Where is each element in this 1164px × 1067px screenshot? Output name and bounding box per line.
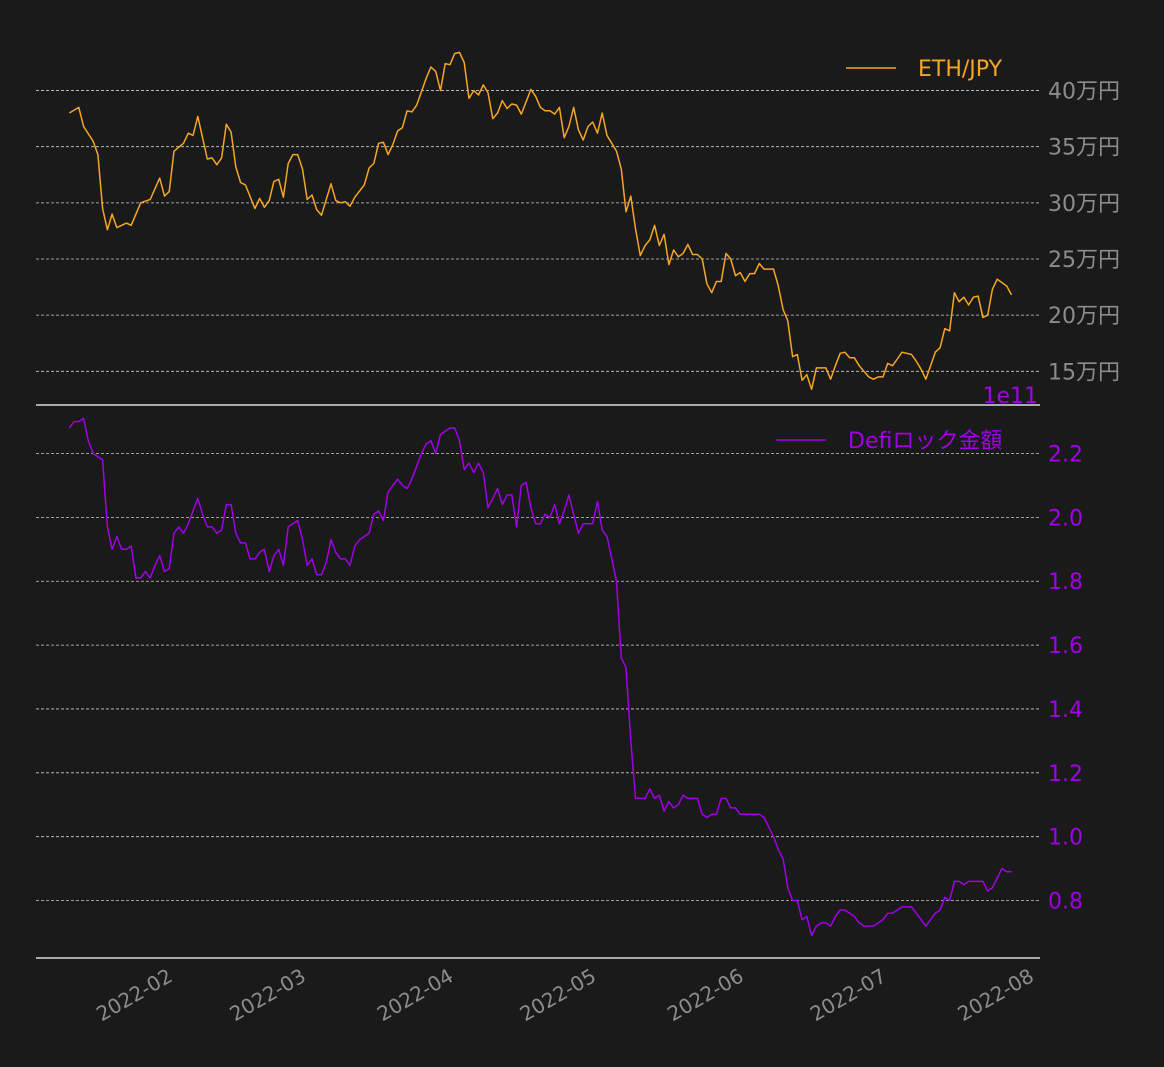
eth-y-tick-label: 25万円	[1048, 248, 1120, 273]
x-tick-label: 2022-06	[663, 964, 747, 1027]
x-tick-label: 2022-02	[92, 964, 176, 1027]
eth-y-tick-label: 20万円	[1048, 304, 1120, 329]
defi-y-tick-label: 2.0	[1048, 506, 1083, 531]
defi-series-line	[68, 417, 1012, 937]
defi-y-tick-label: 0.8	[1048, 890, 1083, 915]
defi-y-tick-label: 1.4	[1048, 698, 1083, 723]
eth-y-tick-label: 15万円	[1048, 360, 1120, 385]
defi-legend-label: Defiロック金額	[848, 429, 1002, 454]
x-tick-label: 2022-03	[225, 964, 309, 1027]
y-offset-label: 1e11	[982, 384, 1038, 409]
defi-y-tick-label: 1.8	[1048, 570, 1083, 595]
x-tick-label: 2022-04	[373, 964, 457, 1027]
eth-series-line	[68, 51, 1013, 391]
bottom-panel-defi-tvl: 0.8 1.0 1.2 1.4 1.6 1.8 2.0 2.2 1e11 Defiロック金額	[36, 384, 1083, 959]
x-axis: 2022-02 2022-03 2022-04 2022-05 2022-06 2022-…	[92, 964, 1038, 1027]
defi-y-tick-label: 1.0	[1048, 826, 1083, 851]
eth-legend-label: ETH/JPY	[918, 57, 1003, 82]
x-tick-label: 2022-05	[516, 964, 600, 1027]
eth-y-tick-label: 30万円	[1048, 192, 1120, 217]
eth-y-tick-label: 35万円	[1048, 136, 1120, 161]
defi-y-tick-label: 1.2	[1048, 762, 1083, 787]
defi-y-tick-label: 1.6	[1048, 634, 1083, 659]
defi-y-tick-label: 2.2	[1048, 443, 1083, 468]
top-panel-eth-jpy: 15万円 20万円 25万円 30万円 35万円 40万円 ETH/JPY	[36, 51, 1120, 406]
x-tick-label: 2022-07	[806, 964, 890, 1027]
eth-y-tick-label: 40万円	[1048, 80, 1120, 105]
x-tick-label: 2022-08	[953, 964, 1037, 1027]
